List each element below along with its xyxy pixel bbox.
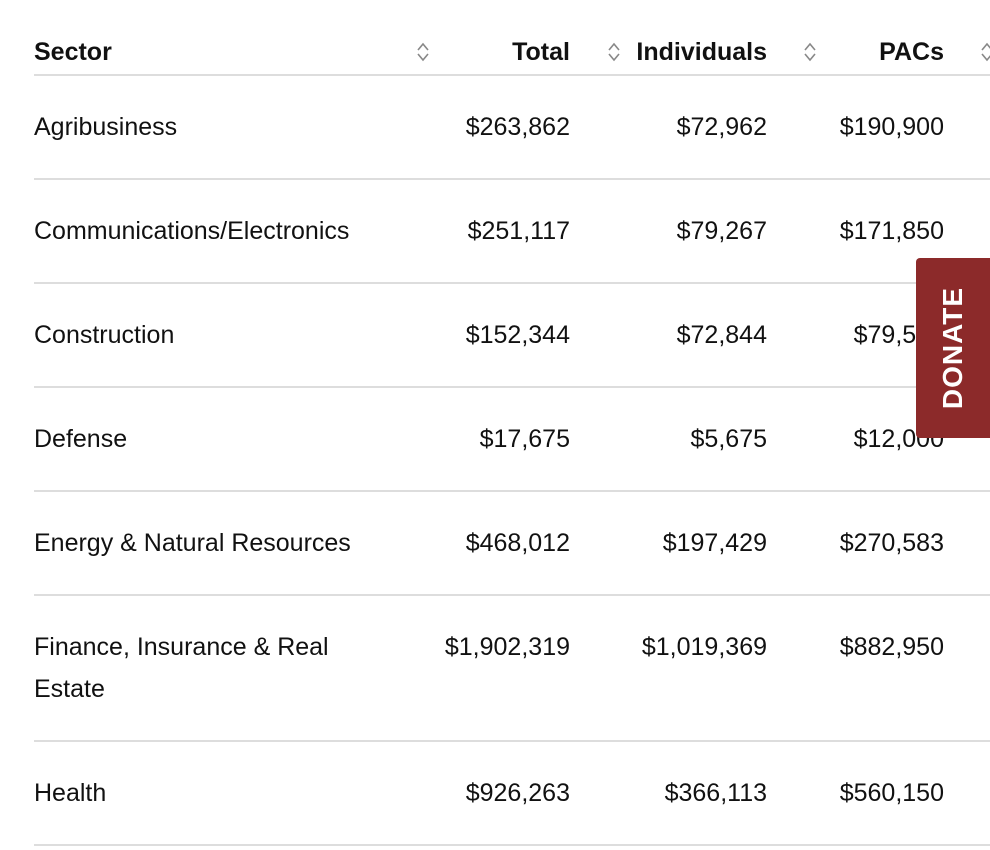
table-row: Communications/Electronics $251,117 $79,… [34,180,990,284]
total-cell: $251,117 [467,217,570,245]
sector-cell: Agribusiness [34,113,178,141]
sort-individuals-icon[interactable] [802,38,818,66]
sort-sector-icon[interactable] [415,38,431,66]
sector-table: Sector Total Individuals PACs Agribusine… [34,0,990,846]
sector-cell: Health [34,779,107,807]
sector-cell: Finance, Insurance & Real Estate [34,633,329,703]
table-row: Health $926,263 $366,113 $560,150 [34,742,990,846]
individuals-cell: $197,429 [662,529,767,557]
sector-cell: Defense [34,425,128,453]
table-row: Energy & Natural Resources $468,012 $197… [34,492,990,596]
total-cell: $152,344 [465,321,570,349]
column-header-pacs[interactable]: PACs [879,38,944,66]
sort-pacs-icon[interactable] [979,38,990,66]
sector-cell: Energy & Natural Resources [34,529,351,557]
pacs-cell: $882,950 [839,633,944,661]
individuals-cell: $72,844 [676,321,767,349]
column-header-sector[interactable]: Sector [34,38,112,66]
pacs-cell: $190,900 [839,113,944,141]
pacs-cell: $171,850 [839,217,944,245]
table-row: Finance, Insurance & Real Estate $1,902,… [34,596,990,742]
column-header-individuals[interactable]: Individuals [636,38,767,66]
table-row: Defense $17,675 $5,675 $12,000 [34,388,990,492]
total-cell: $17,675 [479,425,570,453]
donate-label: DONATE [937,286,968,410]
total-cell: $263,862 [465,113,570,141]
total-cell: $1,902,319 [444,633,570,661]
column-header-total[interactable]: Total [512,38,570,66]
individuals-cell: $79,267 [676,217,767,245]
individuals-cell: $5,675 [690,425,767,453]
pacs-cell: $270,583 [839,529,944,557]
total-cell: $468,012 [465,529,570,557]
sector-cell: Communications/Electronics [34,217,350,245]
pacs-cell: $560,150 [839,779,944,807]
table-row: Agribusiness $263,862 $72,962 $190,900 [34,76,990,180]
individuals-cell: $1,019,369 [641,633,767,661]
individuals-cell: $72,962 [676,113,767,141]
sort-total-icon[interactable] [606,38,622,66]
donate-button[interactable]: DONATE [916,258,990,438]
individuals-cell: $366,113 [664,779,767,807]
sector-cell: Construction [34,321,175,349]
total-cell: $926,263 [465,779,570,807]
table-header: Sector Total Individuals PACs [34,0,990,76]
table-row: Construction $152,344 $72,844 $79,500 [34,284,990,388]
